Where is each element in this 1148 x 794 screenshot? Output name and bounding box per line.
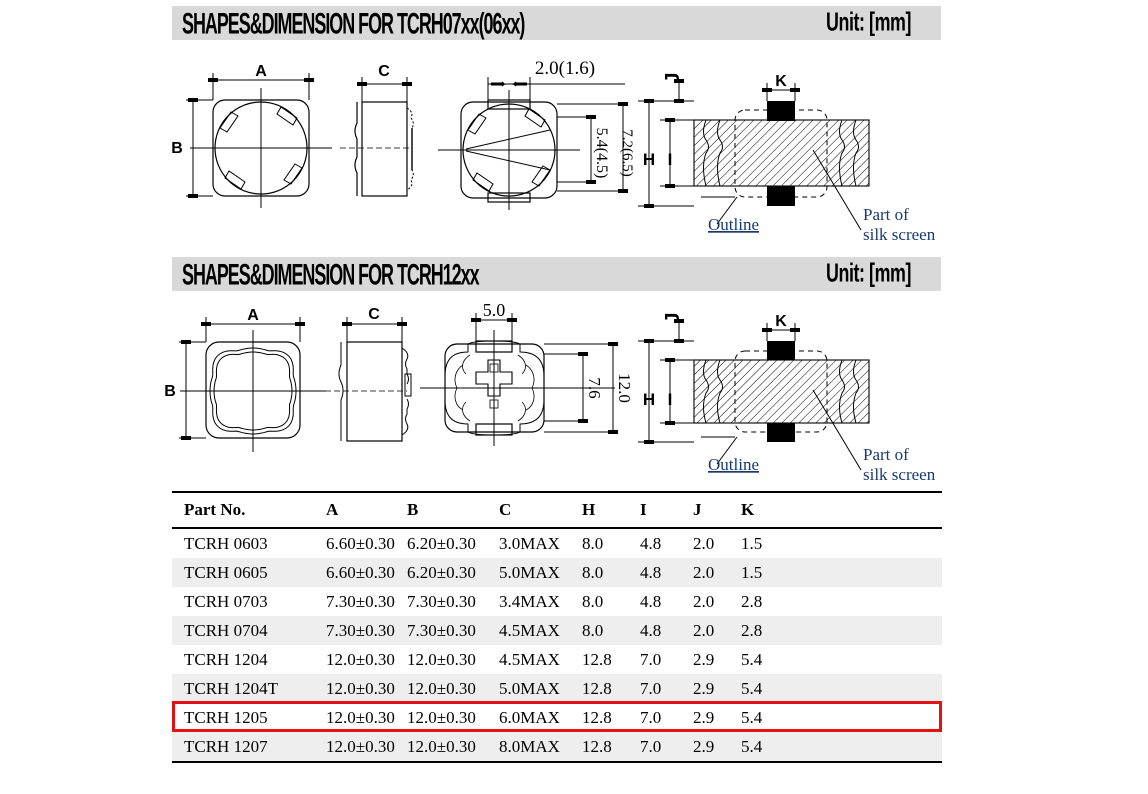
svg-text:I: I [668, 390, 673, 409]
svg-text:7.6: 7.6 [585, 377, 604, 398]
svg-text:H: H [643, 390, 655, 409]
svg-text:5.0: 5.0 [483, 300, 506, 320]
svg-text:A: A [247, 307, 259, 324]
svg-text:silk screen: silk screen [863, 465, 936, 484]
svg-text:Part of: Part of [863, 445, 909, 464]
svg-text:Outline: Outline [708, 455, 759, 474]
svg-text:12.0: 12.0 [615, 373, 634, 403]
svg-text:K: K [775, 313, 787, 330]
svg-text:C: C [368, 306, 380, 323]
svg-text:J: J [662, 312, 684, 323]
svg-text:B: B [164, 383, 176, 400]
